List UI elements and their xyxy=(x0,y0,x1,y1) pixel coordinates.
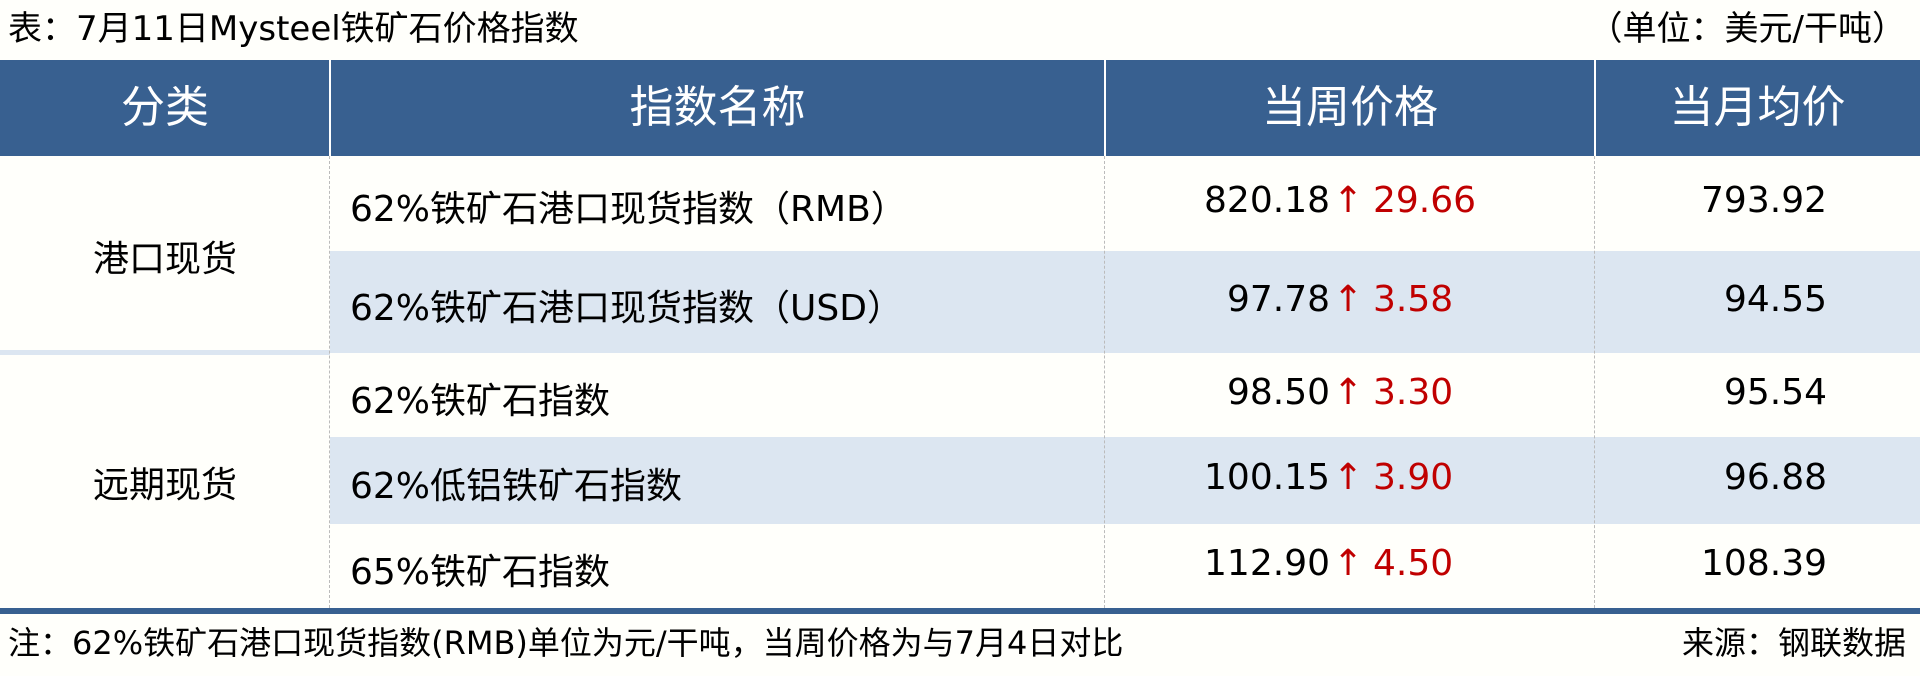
column-divider xyxy=(1594,156,1595,608)
header-divider xyxy=(1104,60,1106,156)
source-label: 来源：钢联数据 xyxy=(1681,624,1906,662)
index-name: 62%铁矿石指数 xyxy=(350,381,611,422)
header-monthly-avg: 当月均价 xyxy=(1669,82,1846,133)
group-label: 港口现货 xyxy=(92,239,237,280)
arrow-up-icon: ↑ xyxy=(1333,180,1364,221)
monthly-avg: 96.88 xyxy=(1723,457,1827,498)
arrow-up-icon: ↑ xyxy=(1333,279,1364,320)
monthly-avg: 108.39 xyxy=(1701,543,1827,584)
row-background xyxy=(330,251,1920,353)
header-weekly-price: 当周价格 xyxy=(1262,82,1438,133)
row-background xyxy=(330,437,1920,524)
header-divider xyxy=(1594,60,1596,156)
header-category: 分类 xyxy=(121,82,209,133)
monthly-avg: 95.54 xyxy=(1723,372,1827,413)
table-header: 分类 指数名称 当周价格 当月均价 xyxy=(0,60,1920,156)
arrow-up-icon: ↑ xyxy=(1333,457,1364,498)
price-change: 4.50 xyxy=(1373,543,1454,584)
column-divider xyxy=(1104,156,1105,608)
column-divider xyxy=(329,156,330,608)
price-change: 3.90 xyxy=(1373,457,1454,498)
weekly-price: 100.15 xyxy=(1204,457,1330,498)
header-index-name: 指数名称 xyxy=(629,82,806,133)
price-change: 3.30 xyxy=(1373,372,1454,413)
footnote: 注：62%铁矿石港口现货指数(RMB)单位为元/干吨，当周价格为与7月4日对比 xyxy=(8,624,1124,662)
unit-label: （单位：美元/干吨） xyxy=(1588,9,1906,49)
group-separator xyxy=(0,350,330,355)
weekly-price: 112.90 xyxy=(1204,543,1330,584)
index-name: 62%低铝铁矿石指数 xyxy=(350,466,683,507)
header-divider xyxy=(329,60,331,156)
weekly-price: 97.78 xyxy=(1226,279,1330,320)
arrow-up-icon: ↑ xyxy=(1333,543,1364,584)
index-name: 65%铁矿石指数 xyxy=(350,552,611,593)
price-change: 3.58 xyxy=(1373,279,1454,320)
index-name: 62%铁矿石港口现货指数（USD） xyxy=(350,288,903,329)
monthly-avg: 793.92 xyxy=(1701,180,1827,221)
weekly-price: 820.18 xyxy=(1204,180,1330,221)
price-change: 29.66 xyxy=(1373,180,1477,221)
weekly-price: 98.50 xyxy=(1226,372,1330,413)
arrow-up-icon: ↑ xyxy=(1333,372,1364,413)
table-bottom-border xyxy=(0,608,1920,614)
group-label: 远期现货 xyxy=(92,465,237,506)
table-title: 表：7月11日Mysteel铁矿石价格指数 xyxy=(8,9,579,49)
monthly-avg: 94.55 xyxy=(1723,279,1827,320)
index-name: 62%铁矿石港口现货指数（RMB） xyxy=(350,189,907,230)
